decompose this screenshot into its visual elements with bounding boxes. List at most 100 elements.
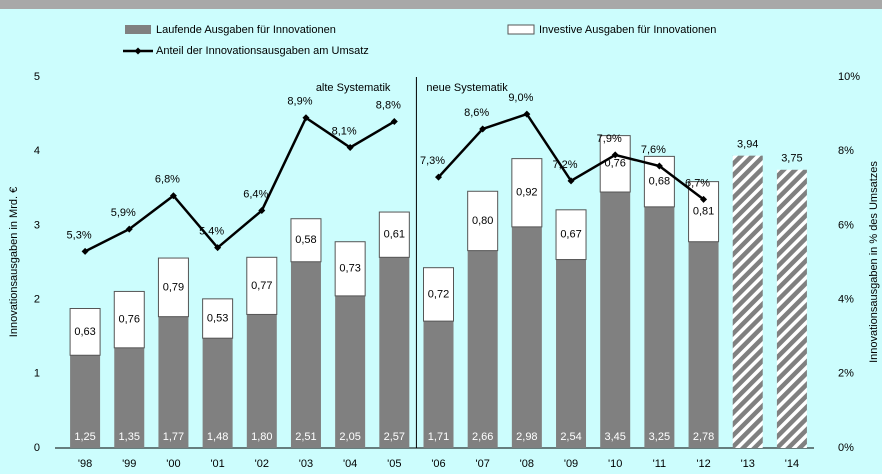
line-label: 6,4% (243, 188, 268, 200)
bar-label: 0,73 (339, 263, 360, 275)
line-label: 5,3% (67, 229, 92, 241)
line-marker (169, 192, 177, 200)
bar-label: 0,67 (560, 229, 581, 241)
line-label: 8,8% (376, 99, 401, 111)
bar-label: 0,79 (163, 281, 184, 293)
y2-axis-title: Innovationsausgaben in % des Umsatzes (868, 161, 880, 363)
x-tick-label: '04 (343, 458, 357, 470)
y2-tick-label: 6% (838, 219, 854, 231)
line-marker (479, 125, 487, 133)
bar-label: 1,48 (207, 431, 228, 443)
bar-label: 2,78 (693, 431, 714, 443)
bar (70, 355, 101, 448)
y-tick-label: 4 (34, 145, 40, 157)
y2-tick-label: 10% (838, 71, 860, 83)
x-tick-label: '13 (741, 458, 755, 470)
legend-label: Anteil der Innovationsausgaben am Umsatz (156, 45, 369, 57)
bar (555, 209, 587, 261)
bar (423, 267, 454, 322)
bar (467, 190, 499, 252)
top-bar (0, 0, 882, 9)
bar-label: 0,77 (251, 280, 272, 292)
y2-tick-label: 0% (838, 442, 854, 454)
x-tick-label: '05 (387, 458, 401, 470)
y-tick-label: 5 (34, 71, 40, 83)
line-label: 9,0% (508, 92, 533, 104)
bar (290, 261, 321, 448)
line-label: 7,3% (420, 155, 445, 167)
y-tick-label: 0 (34, 442, 40, 454)
y-tick-label: 1 (34, 368, 40, 380)
bar (157, 257, 189, 318)
x-tick-label: '06 (431, 458, 445, 470)
bar (600, 192, 631, 448)
bar-label: 0,76 (119, 314, 140, 326)
y2-tick-label: 4% (838, 294, 854, 306)
y-tick-label: 3 (34, 219, 40, 231)
line-marker (346, 143, 354, 151)
line-label: 5,4% (199, 226, 224, 238)
y-axis-title: Innovationsausgaben in Mrd. € (8, 187, 20, 337)
x-tick-label: '00 (166, 458, 180, 470)
legend-label: Investive Ausgaben für Innovationen (539, 24, 716, 36)
line-marker (435, 173, 442, 181)
bar (511, 226, 542, 448)
bar (69, 308, 101, 356)
bar-label: 0,61 (384, 229, 405, 241)
bar (334, 241, 366, 297)
bar (246, 256, 278, 315)
legend-marker (134, 47, 142, 55)
x-tick-label: '08 (520, 458, 534, 470)
bar-label: 0,68 (649, 176, 670, 188)
legend-swatch (507, 24, 535, 35)
y2-tick-label: 8% (838, 145, 854, 157)
line-marker (125, 225, 133, 233)
bar (688, 241, 719, 448)
bar-label: 3,45 (604, 431, 625, 443)
bar-label: 0,81 (693, 206, 714, 218)
bar-label: 2,05 (339, 431, 360, 443)
bar-label: 0,72 (428, 288, 449, 300)
bar (158, 316, 189, 448)
line-marker (700, 195, 708, 203)
bar-label: 1,80 (251, 431, 272, 443)
bar-label: 1,71 (428, 431, 449, 443)
bar (556, 259, 587, 448)
line-marker (81, 247, 89, 255)
legend-label: Laufende Ausgaben für Innovationen (156, 24, 336, 36)
line-label: 8,1% (332, 125, 357, 137)
bar-label: 3,75 (781, 153, 802, 165)
bar-label: 1,25 (74, 431, 95, 443)
bar-label: 0,80 (472, 215, 493, 227)
x-tick-label: '98 (78, 458, 92, 470)
bar (378, 211, 410, 258)
bar-label: 1,35 (119, 431, 140, 443)
bar-label: 3,94 (737, 139, 758, 151)
bar-label: 0,92 (516, 187, 537, 199)
bar-label: 2,57 (384, 431, 405, 443)
bar-label: 2,54 (560, 431, 581, 443)
bar-label: 1,77 (163, 431, 184, 443)
x-tick-label: '03 (299, 458, 313, 470)
line-label: 7,9% (597, 133, 622, 145)
bar-label: 2,51 (295, 431, 316, 443)
x-tick-label: '02 (255, 458, 269, 470)
bar (290, 218, 322, 263)
bar (114, 347, 145, 448)
x-tick-label: '09 (564, 458, 578, 470)
line (84, 115, 395, 253)
line-marker (523, 110, 531, 118)
line-label: 6,8% (155, 174, 180, 186)
x-tick-label: '12 (696, 458, 710, 470)
hatched-bar (776, 169, 807, 448)
legend-swatch (125, 25, 151, 34)
annotation: alte Systematik (316, 82, 391, 94)
x-tick-label: '10 (608, 458, 622, 470)
x-tick-label: '11 (653, 458, 667, 470)
line-marker (258, 207, 266, 215)
bar-label: 3,25 (649, 431, 670, 443)
bar-label: 2,98 (516, 431, 537, 443)
bar-label: 0,53 (207, 312, 228, 324)
line-marker (567, 177, 575, 185)
